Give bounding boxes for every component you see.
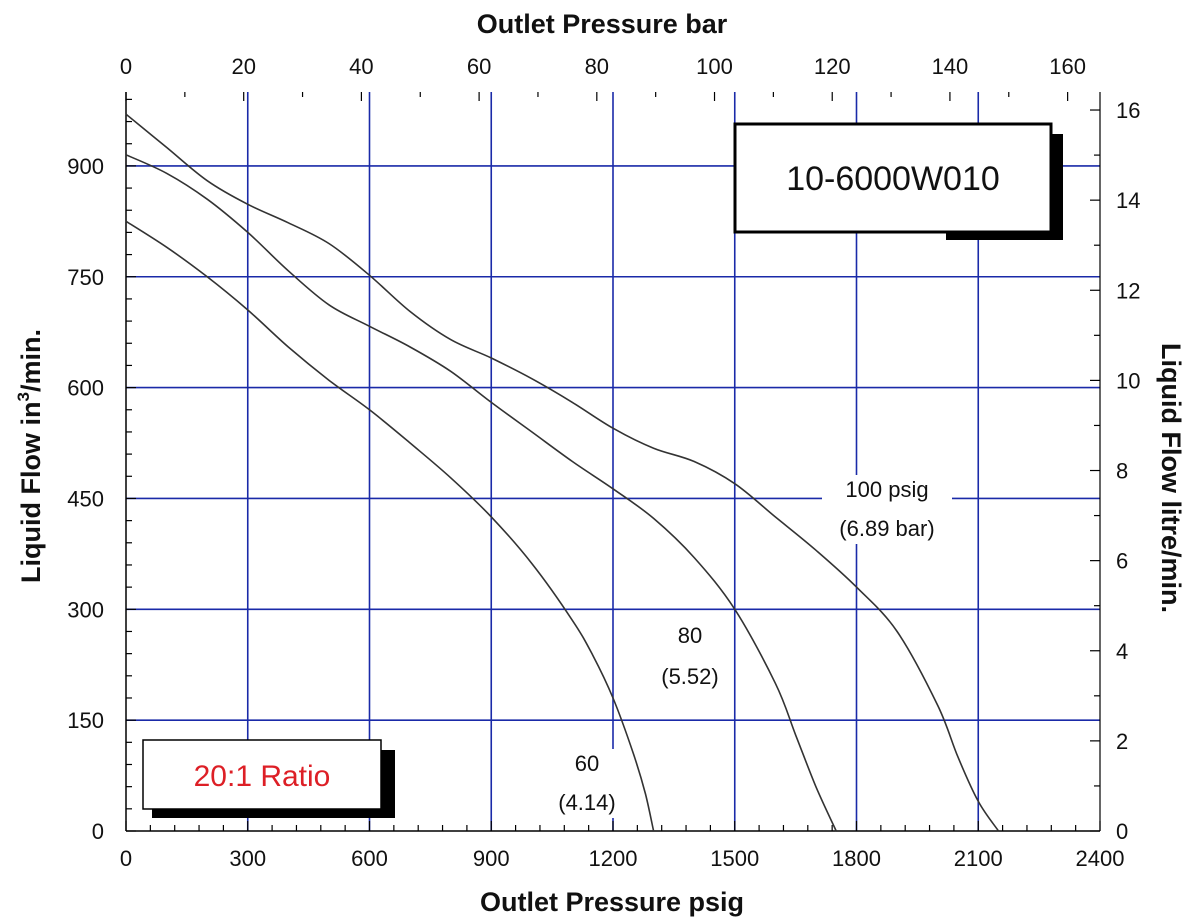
y-axis-title-sup: 3 [14, 392, 33, 401]
curve-annotation-line: 80 [678, 623, 702, 648]
y-tick-label: 900 [67, 154, 104, 179]
y2-tick-label: 10 [1116, 368, 1140, 393]
y-tick-label: 150 [67, 708, 104, 733]
flow-curves [125, 113, 1000, 832]
x-axis-title: Outlet Pressure psig [480, 887, 744, 917]
x2-tick-label: 0 [120, 54, 132, 79]
y2-tick-label: 16 [1116, 98, 1140, 123]
curve-annotation-line: (4.14) [558, 790, 615, 815]
x-tick-labels: 0 300 600 900 1200 1500 1800 2100 2400 [120, 846, 1125, 871]
y2-tick-label: 6 [1116, 549, 1128, 574]
x2-tick-label: 120 [814, 54, 851, 79]
annotation-background [822, 475, 952, 544]
x2-tick-label: 40 [349, 54, 373, 79]
curve-annotation-line: 100 psig [845, 477, 928, 502]
x-tick-label: 1500 [710, 846, 759, 871]
x-tick-label: 600 [351, 846, 388, 871]
x-tick-label: 900 [473, 846, 510, 871]
x-tick-label: 2100 [954, 846, 1003, 871]
x-tick-label: 2400 [1076, 846, 1125, 871]
curve-annotation-line: 60 [575, 751, 599, 776]
flow-curve-series-1 [125, 154, 837, 832]
y-tick-label: 600 [67, 376, 104, 401]
curve-annotation-line: (6.89 bar) [839, 516, 934, 541]
y2-tick-label: 2 [1116, 729, 1128, 754]
y2-tick-labels: 0 2 4 6 8 10 12 14 16 [1116, 98, 1140, 844]
ratio-label-box: 20:1 Ratio [142, 739, 395, 818]
x2-tick-label: 140 [932, 54, 969, 79]
y-axis-title-main: Liquid Flow in [16, 402, 46, 583]
annotation-background [547, 749, 627, 818]
y2-tick-label: 8 [1116, 459, 1128, 484]
curve-annotation-line: (5.52) [661, 664, 718, 689]
y-axis-title: Liquid Flow in3/min. [14, 329, 46, 583]
x-tick-label: 0 [120, 846, 132, 871]
x2-tick-label: 80 [585, 54, 609, 79]
x2-tick-label: 160 [1049, 54, 1086, 79]
model-label: 10-6000W010 [786, 160, 1000, 198]
y2-tick-label: 0 [1116, 819, 1128, 844]
curve-annotations: 60 (4.14) 80 (5.52) 100 psig (6.89 bar) [547, 475, 952, 818]
ratio-label: 20:1 Ratio [194, 760, 331, 793]
y-tick-labels: 0 150 300 450 600 750 900 [67, 154, 104, 844]
x2-tick-label: 60 [467, 54, 491, 79]
x-tick-label: 1800 [832, 846, 881, 871]
x2-tick-labels: 0 20 40 60 80 100 120 140 160 [120, 54, 1086, 79]
y-tick-label: 450 [67, 486, 104, 511]
x2-axis-title: Outlet Pressure bar [477, 9, 728, 39]
x2-tick-label: 20 [231, 54, 255, 79]
x-tick-label: 1200 [589, 846, 638, 871]
y2-tick-label: 12 [1116, 278, 1140, 303]
tick-marks [125, 92, 1101, 832]
y2-axis-title: Liquid Flow litre/min. [1156, 343, 1186, 613]
y-tick-label: 300 [67, 597, 104, 622]
flow-curve-series-2 [125, 113, 1000, 832]
x-tick-label: 300 [229, 846, 266, 871]
flow-curve-series-0 [125, 220, 655, 832]
y-tick-label: 750 [67, 265, 104, 290]
y2-tick-label: 14 [1116, 188, 1140, 213]
y-tick-label: 0 [92, 819, 104, 844]
y2-tick-label: 4 [1116, 639, 1128, 664]
model-label-box: 10-6000W010 [733, 122, 1063, 240]
y-axis-title-end: /min. [16, 329, 46, 392]
annotation-background [650, 621, 730, 692]
x2-tick-label: 100 [696, 54, 733, 79]
